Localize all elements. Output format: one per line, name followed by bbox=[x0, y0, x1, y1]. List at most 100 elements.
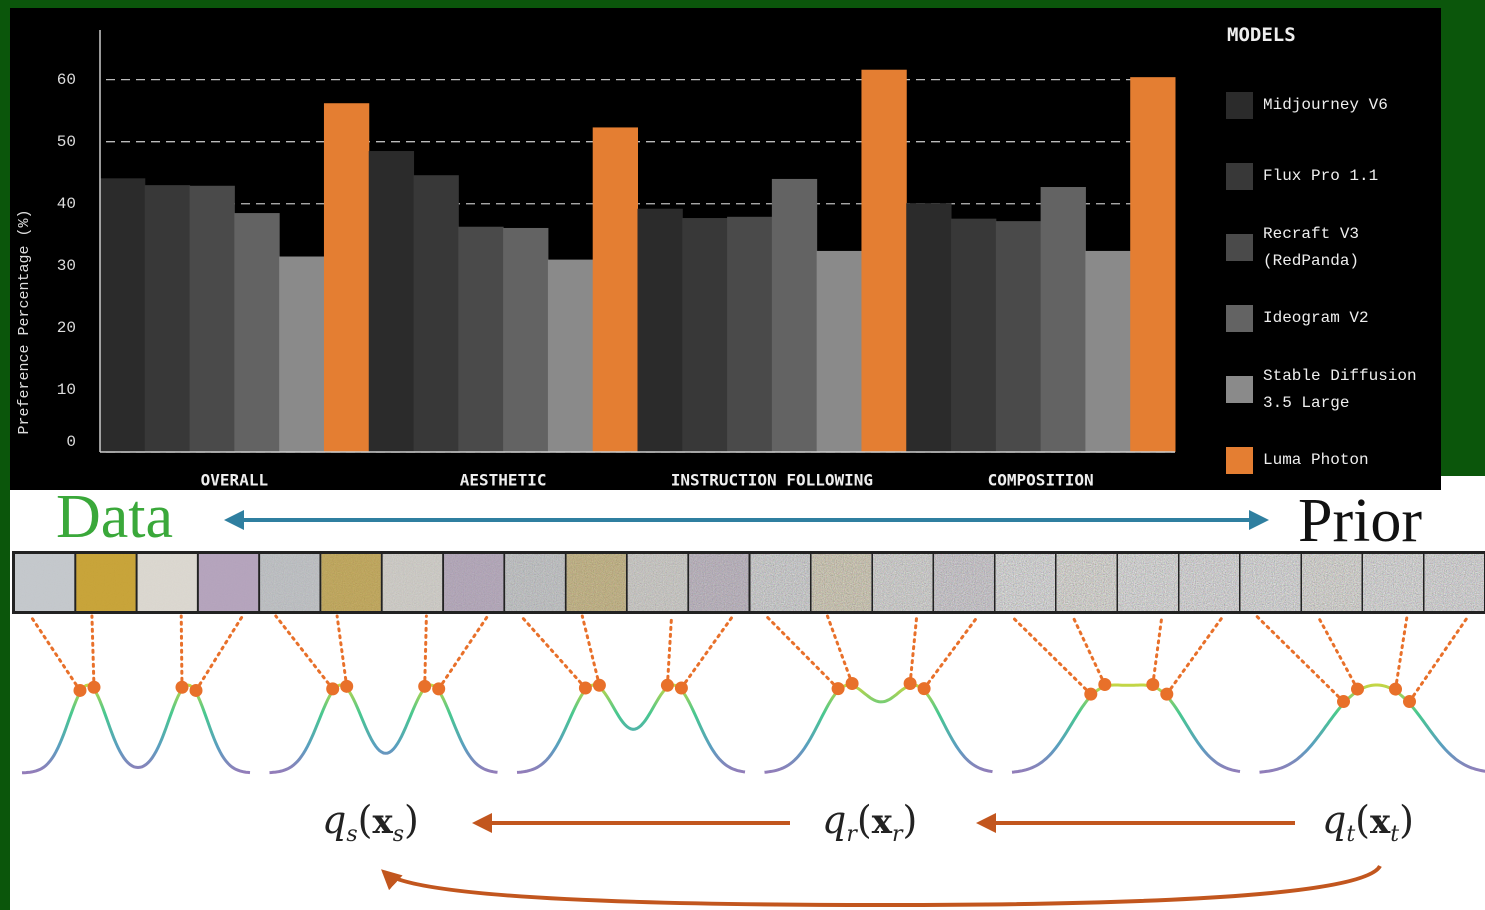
image-noise bbox=[260, 554, 319, 611]
sample-dot bbox=[904, 677, 917, 690]
legend-label: Recraft V3 (RedPanda) bbox=[1263, 221, 1438, 275]
image-noise bbox=[751, 554, 810, 611]
bar bbox=[1085, 251, 1130, 452]
image-noise bbox=[1180, 554, 1239, 611]
math-part: ) bbox=[903, 798, 918, 842]
sample-dot bbox=[918, 682, 931, 695]
bar bbox=[369, 151, 414, 452]
distribution-label: qs(xs) bbox=[322, 798, 419, 847]
sample-dot bbox=[1337, 695, 1350, 708]
image-noise bbox=[1302, 554, 1361, 611]
sample-dot bbox=[176, 681, 189, 694]
y-tick-label: 60 bbox=[57, 71, 76, 89]
bar bbox=[638, 209, 683, 452]
image-noise bbox=[628, 554, 687, 611]
data-label: Data bbox=[56, 486, 173, 548]
bar bbox=[727, 217, 772, 452]
legend-label: Flux Pro 1.1 bbox=[1263, 163, 1438, 190]
sample-dot bbox=[1146, 678, 1159, 691]
y-tick-label: 50 bbox=[57, 133, 76, 151]
sample-dot bbox=[593, 679, 606, 692]
legend-swatch bbox=[1226, 447, 1253, 474]
image-noise bbox=[689, 554, 748, 611]
math-part: ) bbox=[1399, 798, 1414, 842]
bar bbox=[190, 186, 235, 452]
sample-dot bbox=[190, 684, 203, 697]
math-part: t bbox=[1390, 822, 1399, 847]
bar bbox=[772, 179, 817, 452]
sample-dot bbox=[88, 681, 101, 694]
image-noise bbox=[444, 554, 503, 611]
bar bbox=[682, 218, 727, 452]
sample-dot bbox=[1389, 683, 1402, 696]
sample-dot bbox=[1084, 688, 1097, 701]
sample-dot bbox=[418, 680, 431, 693]
sample-dot bbox=[74, 684, 87, 697]
math-part: t bbox=[1346, 822, 1355, 847]
math-part: s bbox=[393, 822, 404, 847]
bar bbox=[548, 260, 593, 452]
image-noise bbox=[934, 554, 993, 611]
bar bbox=[951, 219, 996, 452]
legend-swatch bbox=[1226, 234, 1253, 261]
legend-title: MODELS bbox=[1227, 24, 1441, 46]
math-part: x bbox=[372, 802, 392, 842]
y-axis-label: Preference Percentage (%) bbox=[16, 209, 33, 434]
sample-dot bbox=[846, 677, 859, 690]
legend-label: Stable Diffusion 3.5 Large bbox=[1263, 363, 1438, 417]
legend-item: Luma Photon bbox=[1226, 425, 1441, 496]
image-noise bbox=[1425, 554, 1484, 611]
sample-dot bbox=[675, 681, 688, 694]
bar bbox=[817, 251, 862, 452]
math-part: ( bbox=[358, 798, 373, 842]
sample-dot bbox=[1160, 688, 1173, 701]
y-tick-label: 20 bbox=[57, 319, 76, 337]
math-part: r bbox=[892, 822, 903, 847]
bar bbox=[145, 185, 190, 452]
x-tick-label: INSTRUCTION FOLLOWING bbox=[671, 471, 873, 490]
sample-dot bbox=[1098, 678, 1111, 691]
bar bbox=[234, 213, 279, 452]
bar bbox=[996, 221, 1041, 452]
image-noise bbox=[505, 554, 564, 611]
math-part: q bbox=[822, 798, 846, 842]
image-noise bbox=[812, 554, 871, 611]
x-tick-label: OVERALL bbox=[201, 471, 268, 490]
math-part: ( bbox=[1355, 798, 1370, 842]
bar bbox=[414, 175, 459, 452]
image-noise bbox=[1241, 554, 1300, 611]
image-noise bbox=[1363, 554, 1422, 611]
image-noise bbox=[383, 554, 442, 611]
image-noise bbox=[567, 554, 626, 611]
sample-dot bbox=[326, 682, 339, 695]
image-noise bbox=[1118, 554, 1177, 611]
distribution-label: qt(xt) bbox=[1322, 798, 1414, 847]
diagram-background bbox=[10, 476, 1485, 910]
y-tick-label: 30 bbox=[57, 257, 76, 275]
image-noise bbox=[996, 554, 1055, 611]
legend-swatch bbox=[1226, 92, 1253, 119]
math-part: r bbox=[846, 822, 857, 847]
sample-dot bbox=[832, 682, 845, 695]
y-tick-label: 40 bbox=[57, 195, 76, 213]
sample-dot bbox=[340, 680, 353, 693]
legend-item: Flux Pro 1.1 bbox=[1226, 141, 1441, 212]
border bbox=[1440, 0, 1485, 476]
bar bbox=[503, 228, 548, 452]
prior-label: Prior bbox=[1298, 490, 1422, 552]
legend-swatch bbox=[1226, 163, 1253, 190]
bar bbox=[279, 257, 324, 452]
sample-dot bbox=[661, 679, 674, 692]
image-noise bbox=[138, 554, 197, 611]
page: Preference Percentage (%) 0102030405060O… bbox=[0, 0, 1485, 910]
y-tick-label: 10 bbox=[57, 381, 76, 399]
bar bbox=[906, 203, 951, 452]
sample-dot bbox=[1351, 683, 1364, 696]
x-tick-label: AESTHETIC bbox=[460, 471, 547, 490]
math-part: x bbox=[1370, 802, 1390, 842]
bar bbox=[861, 70, 906, 452]
image-noise bbox=[15, 554, 74, 611]
x-tick-label: COMPOSITION bbox=[988, 471, 1094, 490]
legend-item: Recraft V3 (RedPanda) bbox=[1226, 212, 1441, 283]
